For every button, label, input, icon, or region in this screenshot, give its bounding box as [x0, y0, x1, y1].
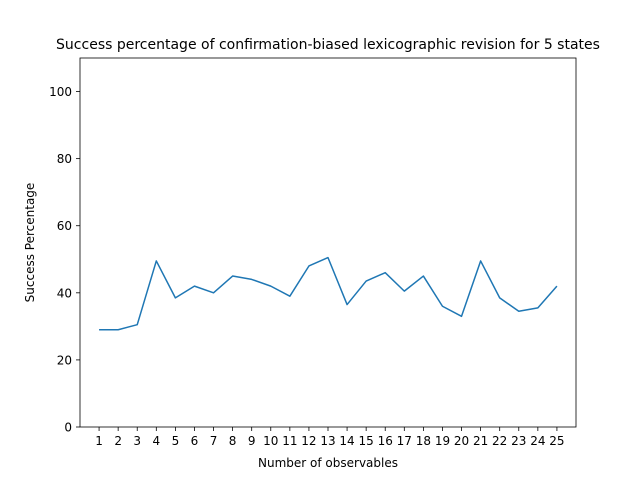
y-axis: 0 20 40 60 80 100 [49, 85, 80, 435]
x-tick-label: 23 [511, 434, 526, 448]
x-tick-label: 6 [191, 434, 199, 448]
x-tick-label: 15 [359, 434, 374, 448]
x-tick-label: 1 [95, 434, 103, 448]
plot-area [79, 57, 577, 428]
x-tick-label: 16 [378, 434, 393, 448]
x-tick-label: 7 [210, 434, 218, 448]
x-tick-label: 3 [133, 434, 141, 448]
x-tick-label: 5 [172, 434, 180, 448]
x-tick-label: 17 [397, 434, 412, 448]
x-tick-label: 22 [492, 434, 507, 448]
x-tick-label: 10 [263, 434, 278, 448]
x-tick-label: 9 [248, 434, 256, 448]
x-tick-label: 13 [320, 434, 335, 448]
x-tick-label: 4 [152, 434, 160, 448]
axes-frame [79, 57, 577, 428]
x-tick-label: 20 [454, 434, 469, 448]
x-tick-label: 24 [530, 434, 545, 448]
y-tick-label: 0 [64, 421, 72, 435]
x-tick-label: 14 [339, 434, 354, 448]
chart-title: Success percentage of confirmation-biase… [56, 37, 600, 53]
x-tick-label: 25 [549, 434, 564, 448]
x-tick-label: 18 [416, 434, 431, 448]
series-line-0 [99, 256, 558, 331]
y-tick-label: 40 [57, 286, 72, 300]
x-tick-label: 8 [229, 434, 237, 448]
x-tick-label: 2 [114, 434, 122, 448]
x-tick-label: 11 [282, 434, 297, 448]
y-tick-label: 60 [57, 219, 72, 233]
y-axis-label: Success Percentage [23, 183, 37, 303]
x-tick-label: 21 [473, 434, 488, 448]
y-tick-label: 80 [57, 152, 72, 166]
x-tick-label: 12 [301, 434, 316, 448]
x-axis: 1 2 3 4 5 6 7 8 9 10 11 12 13 14 15 16 17 18 19 20 21 22 23 24 2… [95, 427, 565, 448]
y-tick-label: 100 [49, 85, 72, 99]
y-tick-label: 20 [57, 353, 72, 367]
x-axis-label: Number of observables [258, 456, 398, 470]
x-tick-label: 19 [435, 434, 450, 448]
